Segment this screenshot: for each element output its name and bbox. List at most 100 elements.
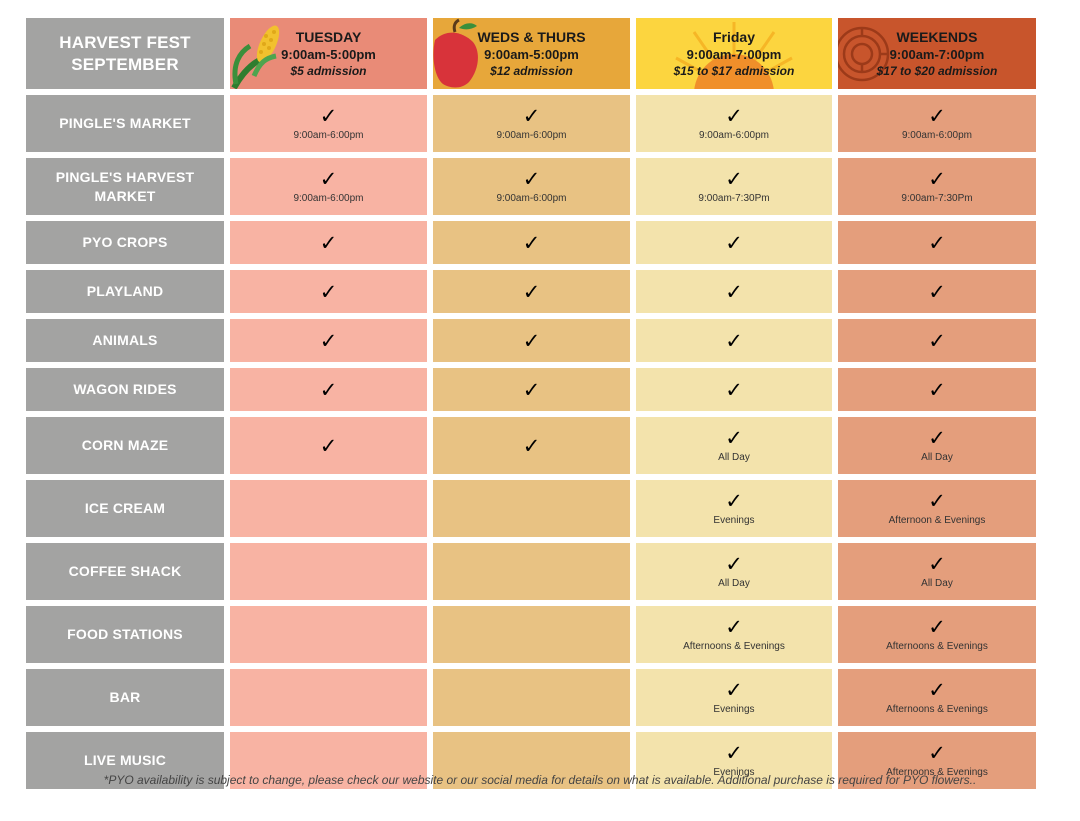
row-label: COFFEE SHACK	[26, 543, 224, 600]
cell-tuesday	[230, 732, 427, 789]
column-hours: 9:00am-5:00pm	[281, 46, 376, 62]
cell-note: All Day	[718, 577, 750, 589]
cell-note: Evenings	[713, 514, 755, 526]
cell-friday: ✓ 9:00am-7:30Pm	[636, 158, 832, 215]
cell-note: All Day	[921, 577, 953, 589]
cell-friday: ✓ Evenings	[636, 480, 832, 537]
cell-weekends: ✓	[838, 221, 1036, 264]
checkmark-icon: ✓	[319, 230, 338, 255]
column-header-weds-thurs: WEDS & THURS 9:00am-5:00pm $12 admission	[433, 18, 630, 89]
cell-weds-thurs: ✓	[433, 368, 630, 411]
page-title: HARVEST FEST SEPTEMBER	[26, 18, 224, 89]
checkmark-icon: ✓	[725, 166, 743, 191]
checkmark-icon: ✓	[928, 166, 946, 191]
checkmark-icon: ✓	[928, 279, 946, 304]
cell-note: All Day	[718, 451, 750, 463]
cell-note: 9:00am-6:00pm	[293, 192, 364, 204]
checkmark-icon: ✓	[725, 377, 743, 402]
cell-note: Afternoons & Evenings	[886, 703, 988, 715]
cell-weekends: ✓ 9:00am-7:30Pm	[838, 158, 1036, 215]
row-label: WAGON RIDES	[26, 368, 224, 411]
cell-weds-thurs: ✓ 9:00am-6:00pm	[433, 158, 630, 215]
checkmark-icon: ✓	[725, 740, 743, 765]
cell-tuesday: ✓ 9:00am-6:00pm	[230, 158, 427, 215]
checkmark-icon: ✓	[928, 425, 946, 450]
cell-note: 9:00am-6:00pm	[496, 192, 567, 204]
column-day: TUESDAY	[295, 28, 362, 45]
cell-weds-thurs: ✓	[433, 417, 630, 474]
corn-icon	[231, 25, 280, 89]
cell-friday: ✓ All Day	[636, 417, 832, 474]
cell-friday: ✓ Evenings	[636, 669, 832, 726]
cell-friday: ✓ Evenings	[636, 732, 832, 789]
checkmark-icon: ✓	[928, 103, 946, 128]
cell-weds-thurs: ✓	[433, 221, 630, 264]
cell-tuesday	[230, 543, 427, 600]
checkmark-icon: ✓	[725, 551, 743, 576]
column-day: WEEKENDS	[896, 28, 978, 45]
checkmark-icon: ✓	[928, 677, 946, 702]
cell-tuesday: ✓	[230, 417, 427, 474]
cell-weds-thurs	[433, 480, 630, 537]
checkmark-icon: ✓	[319, 433, 338, 458]
column-hours: 9:00am-7:00pm	[889, 46, 985, 62]
cell-weds-thurs	[433, 543, 630, 600]
checkmark-icon: ✓	[928, 377, 946, 402]
cell-tuesday	[230, 669, 427, 726]
cell-friday: ✓ Afternoons & Evenings	[636, 606, 832, 663]
cell-note: Afternoons & Evenings	[683, 640, 785, 652]
cell-tuesday	[230, 606, 427, 663]
cell-note: Afternoons & Evenings	[886, 766, 988, 778]
cell-weekends: ✓	[838, 319, 1036, 362]
row-label: ANIMALS	[26, 319, 224, 362]
cell-friday: ✓ 9:00am-6:00pm	[636, 95, 832, 152]
cell-weekends: ✓ 9:00am-6:00pm	[838, 95, 1036, 152]
cell-note: 9:00am-6:00pm	[293, 129, 364, 141]
checkmark-icon: ✓	[725, 614, 743, 639]
cell-tuesday: ✓	[230, 221, 427, 264]
cell-weds-thurs: ✓	[433, 270, 630, 313]
checkmark-icon: ✓	[319, 328, 338, 353]
cell-weds-thurs: ✓	[433, 319, 630, 362]
column-header-weekends: WEEKENDS 9:00am-7:00pm $17 to $20 admiss…	[838, 18, 1036, 89]
checkmark-icon: ✓	[928, 488, 946, 513]
cell-weekends: ✓ Afternoon & Evenings	[838, 480, 1036, 537]
cell-weds-thurs	[433, 669, 630, 726]
column-header-friday: Friday 9:00am-7:00pm $15 to $17 admissio…	[636, 18, 832, 89]
row-label: CORN MAZE	[26, 417, 224, 474]
cell-tuesday	[230, 480, 427, 537]
column-day: Friday	[712, 28, 755, 45]
column-hours: 9:00am-7:00pm	[686, 46, 782, 62]
row-label: ICE CREAM	[26, 480, 224, 537]
column-day: WEDS & THURS	[477, 28, 586, 45]
row-label: LIVE MUSIC	[26, 732, 224, 789]
cell-note: 9:00am-7:30Pm	[698, 192, 770, 204]
cell-friday: ✓	[636, 270, 832, 313]
checkmark-icon: ✓	[725, 103, 743, 128]
cell-weds-thurs	[433, 606, 630, 663]
checkmark-icon: ✓	[725, 488, 743, 513]
cell-weekends: ✓ Afternoons & Evenings	[838, 732, 1036, 789]
checkmark-icon: ✓	[725, 328, 743, 353]
checkmark-icon: ✓	[725, 279, 743, 304]
cell-tuesday: ✓	[230, 270, 427, 313]
row-label: PLAYLAND	[26, 270, 224, 313]
column-header-tuesday: TUESDAY 9:00am-5:00pm $5 admission	[230, 18, 427, 89]
cell-weekends: ✓ Afternoons & Evenings	[838, 606, 1036, 663]
checkmark-icon: ✓	[319, 279, 338, 304]
row-label: PYO CROPS	[26, 221, 224, 264]
cell-note: 9:00am-6:00pm	[901, 129, 973, 141]
column-admission: $12 admission	[490, 63, 573, 78]
cell-friday: ✓	[636, 319, 832, 362]
checkmark-icon: ✓	[928, 328, 946, 353]
cell-note: 9:00am-7:30Pm	[901, 192, 973, 204]
footnote: *PYO availability is subject to change, …	[103, 773, 977, 787]
checkmark-icon: ✓	[725, 425, 743, 450]
checkmark-icon: ✓	[319, 103, 338, 128]
checkmark-icon: ✓	[928, 551, 946, 576]
checkmark-icon: ✓	[928, 230, 946, 255]
cell-tuesday: ✓ 9:00am-6:00pm	[230, 95, 427, 152]
cell-weekends: ✓ Afternoons & Evenings	[838, 669, 1036, 726]
cell-note: All Day	[921, 451, 953, 463]
checkmark-icon: ✓	[928, 740, 946, 765]
